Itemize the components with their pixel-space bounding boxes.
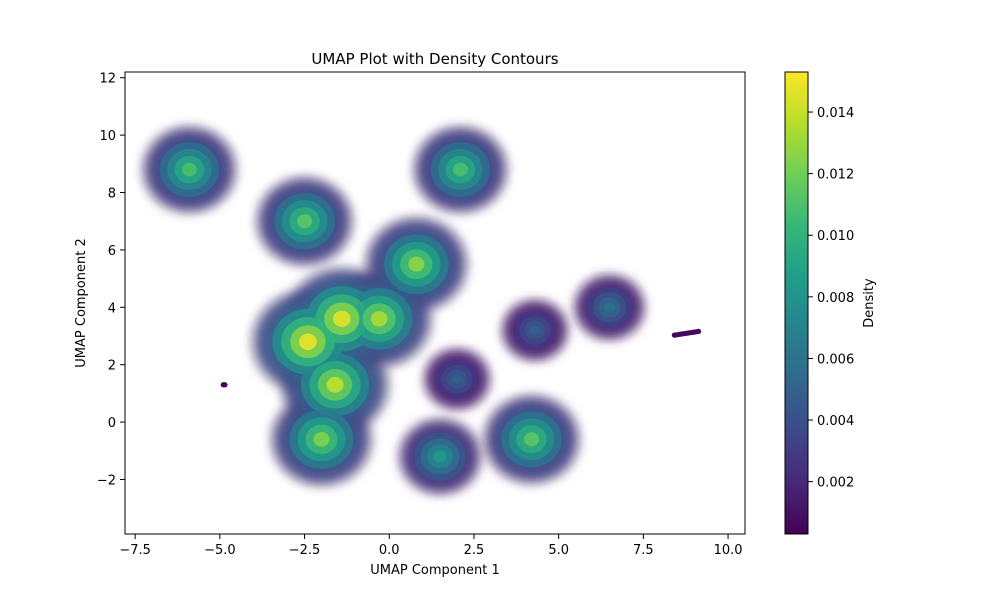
x-tick-label: 10.0	[714, 543, 743, 558]
density-point	[181, 162, 197, 177]
density-point	[451, 374, 463, 384]
x-axis-label: UMAP Component 1	[370, 563, 499, 578]
density-point	[529, 325, 541, 336]
sparse-points-layer	[220, 328, 702, 388]
outlier-point	[695, 328, 702, 335]
plot-area	[138, 123, 702, 497]
x-tick-label: −5.0	[204, 543, 236, 558]
density-layer	[144, 128, 643, 493]
x-tick-label: 5.0	[548, 543, 569, 558]
y-tick-label: 6	[108, 244, 116, 259]
chart-title: UMAP Plot with Density Contours	[311, 50, 558, 68]
y-tick-label: 4	[108, 301, 116, 316]
colorbar-tick-label: 0.008	[817, 291, 854, 306]
colorbar	[784, 71, 809, 535]
colorbar-tick-label: 0.004	[817, 414, 854, 429]
x-tick-label: 7.5	[633, 543, 654, 558]
density-point	[326, 376, 344, 393]
density-point	[453, 162, 468, 177]
x-tick-label: −7.5	[119, 543, 151, 558]
colorbar-tick-label: 0.006	[817, 352, 854, 367]
x-axis: −7.5 −5.0 −2.5 0.0 2.5 5.0 7.5 10.0	[119, 534, 743, 558]
x-tick-label: −2.5	[289, 543, 321, 558]
y-axis: −2 0 2 4 6 8 10 12	[97, 72, 125, 488]
colorbar-tick-label: 0.012	[817, 168, 854, 183]
colorbar-label: Density	[862, 278, 877, 328]
y-tick-label: 2	[108, 359, 116, 374]
density-point	[370, 311, 388, 327]
y-tick-label: −2	[97, 473, 116, 488]
density-point	[523, 432, 540, 447]
y-tick-label: 0	[108, 416, 116, 431]
colorbar-tick-label: 0.014	[817, 106, 854, 121]
plot-frame	[124, 71, 746, 535]
outlier-point	[222, 382, 228, 388]
density-point	[313, 431, 330, 447]
density-point	[296, 214, 313, 229]
density-point	[299, 333, 317, 350]
y-tick-label: 8	[108, 187, 116, 202]
density-point	[333, 310, 351, 327]
y-axis-label: UMAP Component 2	[74, 238, 89, 367]
x-tick-label: 0.0	[379, 543, 400, 558]
colorbar-ticks: 0.002 0.004 0.006 0.008 0.010 0.012 0.014	[808, 106, 854, 491]
density-point	[408, 256, 425, 272]
x-tick-label: 2.5	[464, 543, 485, 558]
colorbar-tick-label: 0.002	[817, 476, 854, 491]
y-tick-label: 12	[99, 72, 116, 87]
density-point	[433, 450, 447, 463]
density-point	[603, 302, 616, 313]
colorbar-tick-label: 0.010	[817, 229, 854, 244]
y-tick-label: 10	[99, 129, 116, 144]
